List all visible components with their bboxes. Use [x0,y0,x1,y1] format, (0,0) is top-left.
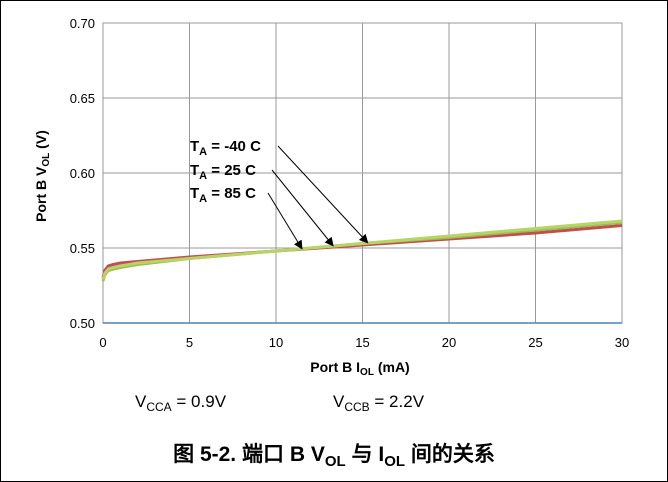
x-tick-label: 20 [442,335,456,350]
x-tick-label: 0 [99,335,106,350]
y-axis-title: Port B VOL (V) [33,130,52,222]
x-tick-label: 15 [355,335,369,350]
vcca-condition: VCCA = 0.9V [135,392,227,414]
annotation-label: TA = 25 C [190,162,256,182]
y-tick-label: 0.65 [70,91,95,106]
annotation-arrow [277,145,369,244]
annotation-arrow [271,169,334,247]
y-tick-label: 0.60 [70,166,95,181]
grid-lines [102,22,623,324]
x-tick-label: 10 [269,335,283,350]
x-tick-label: 5 [186,335,193,350]
y-tick-label: 0.70 [70,16,95,31]
vccb-condition: VCCB = 2.2V [333,392,425,414]
figure-caption: 图 5-2. 端口 B VOL 与 IOL 间的关系 [173,442,495,470]
series-lines [101,219,623,282]
annotation-label: TA = 85 C [190,185,256,205]
annotation-arrow [267,192,303,250]
x-axis-title: Port B IOL (mA) [310,359,409,378]
x-tick-label: 25 [528,335,542,350]
x-tick-label: 30 [615,335,629,350]
temperature-annotations: TA = -40 C TA = 25 C TA = 85 C [190,138,369,250]
annotation-label: TA = -40 C [190,138,261,158]
tick-labels: 0 5 10 15 20 25 30 0.50 0.55 0.60 0.65 0.70 [70,16,630,350]
y-tick-label: 0.55 [70,241,95,256]
y-tick-label: 0.50 [70,316,95,331]
series-line [101,219,623,280]
